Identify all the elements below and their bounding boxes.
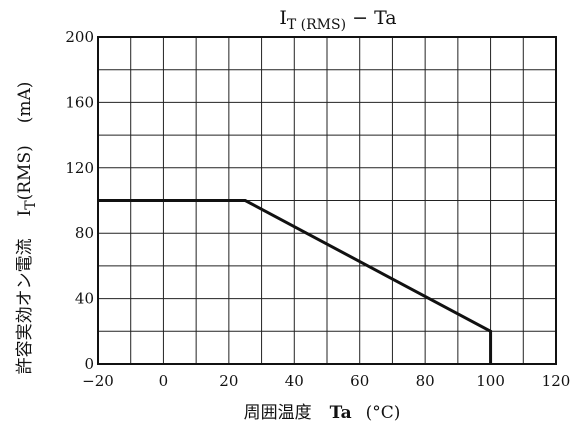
x-axis-title-jp: 周囲温度 [244,403,312,423]
plot-frame [97,36,557,365]
y-tick-label: 0 [84,355,94,373]
y-tick-label: 80 [75,224,94,242]
x-tick-label: 0 [159,372,169,390]
x-axis-title-unit: (°C) [366,403,401,423]
y-axis-title-unit: (mA) [15,82,35,124]
y-axis-title-main: I [15,210,35,217]
x-tick-label: −20 [82,372,114,390]
x-tick-label: 100 [476,372,505,390]
grid [97,36,557,365]
y-axis-title: 許容実効オン電流 IT(RMS) (mA) [15,82,39,375]
derating-curve [98,199,493,364]
x-tick-label: 80 [416,372,435,390]
y-axis-title-jp: 許容実効オン電流 [15,238,35,374]
x-tick-label: 120 [542,372,571,390]
y-tick-label: 40 [75,290,94,308]
series-layer [98,199,493,364]
y-axis-title-subscript: T [23,200,39,210]
x-axis-title-symbol: Ta [330,403,352,423]
chart-title-rest: − Ta [346,7,397,29]
chart-title-main: I [279,7,287,29]
chart-title-subscript: T (RMS) [287,17,346,33]
y-tick-label: 120 [65,159,94,177]
x-tick-label: 20 [219,372,238,390]
y-axis-title-rest: (RMS) [15,145,35,200]
x-axis-title: 周囲温度 Ta (°C) [244,403,401,423]
y-tick-label: 160 [65,93,94,111]
x-tick-label: 40 [285,372,304,390]
chart-title: IT (RMS) − Ta [279,7,396,33]
y-tick-label: 200 [65,28,94,46]
x-tick-label: 60 [350,372,369,390]
